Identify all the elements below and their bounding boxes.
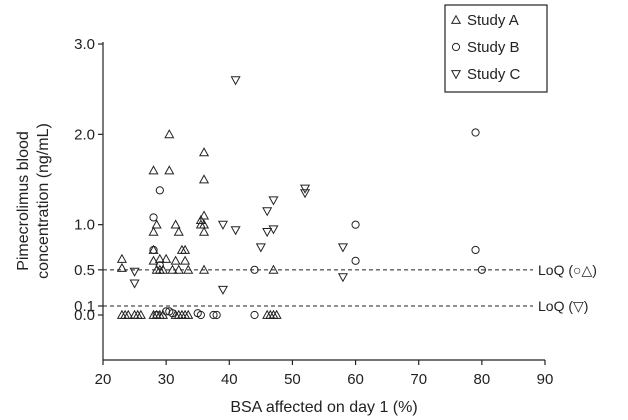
study-c-point xyxy=(300,189,311,199)
x-tick-label: 80 xyxy=(474,371,491,388)
x-tick-label: 20 xyxy=(95,371,112,388)
study-b-point xyxy=(196,310,205,320)
legend-box xyxy=(444,4,548,93)
study-a-point xyxy=(198,210,210,220)
study-a-point xyxy=(183,309,194,319)
study-c-point xyxy=(268,196,279,206)
study-c-point xyxy=(337,273,348,283)
study-a-point xyxy=(123,309,134,319)
study-a-point xyxy=(271,309,282,319)
legend-label-study-c: Study C xyxy=(467,66,521,83)
study-a-point xyxy=(183,264,194,274)
y-axis-title-line-1: Pimecrolimus blood xyxy=(15,131,32,271)
study-c-point xyxy=(230,226,241,236)
study-a-point xyxy=(154,253,165,263)
data-points xyxy=(116,76,486,320)
study-a-point xyxy=(173,226,184,236)
study-b-point xyxy=(155,261,164,270)
y-axis-title: Pimecrolimus blood concentration (ng/mL) xyxy=(15,123,52,279)
study-a-point xyxy=(198,174,210,184)
study-c-point xyxy=(217,285,229,295)
study-a-point xyxy=(170,255,181,265)
study-b-point xyxy=(152,310,161,320)
study-b-point xyxy=(351,256,360,265)
study-b-point xyxy=(351,220,360,229)
study-c-point xyxy=(337,243,348,253)
study-a-point xyxy=(148,226,159,236)
study-a-point xyxy=(157,264,169,274)
y-axis-ticks: 3.0 2.0 1.0 0.5 0.10.0 xyxy=(74,36,103,324)
study-c-point xyxy=(129,279,140,289)
x-axis-title: BSA affected on day 1 (%) xyxy=(230,399,417,416)
legend-label-study-b: Study B xyxy=(467,39,520,56)
y-tick-label: 0.0 xyxy=(74,307,95,324)
study-a-point xyxy=(170,219,181,229)
x-axis-ticks: 20 30 40 50 60 70 80 90 xyxy=(95,360,554,388)
loq-label: LoQ (▽) xyxy=(538,298,588,314)
study-c-point xyxy=(262,228,273,238)
study-a-point xyxy=(148,165,159,175)
study-b-point xyxy=(168,309,177,318)
study-b-point xyxy=(250,265,259,274)
study-a-point xyxy=(268,264,279,274)
study-b-point xyxy=(250,310,259,320)
legend-marker-study-c xyxy=(450,70,462,80)
x-tick-label: 90 xyxy=(537,371,554,388)
loq-label: LoQ (○△) xyxy=(538,262,597,278)
study-a-point xyxy=(180,255,191,265)
study-b-point xyxy=(149,245,158,255)
study-c-point xyxy=(300,184,311,194)
study-c-point xyxy=(129,267,140,277)
legend: Study A Study B Study C xyxy=(444,4,548,93)
study-a-point xyxy=(198,264,210,274)
y-axis-title-line-2: concentration (ng/mL) xyxy=(35,123,52,279)
study-c-point xyxy=(230,76,241,86)
study-b-point xyxy=(471,128,480,137)
study-a-point xyxy=(135,309,146,319)
study-c-point xyxy=(262,207,273,217)
y-tick-label: 2.0 xyxy=(74,126,95,143)
study-b-point xyxy=(149,213,158,222)
study-a-point xyxy=(173,264,184,274)
study-a-point xyxy=(198,147,210,157)
x-tick-label: 40 xyxy=(221,371,238,388)
study-b-point xyxy=(212,310,221,320)
x-tick-label: 50 xyxy=(284,371,301,388)
study-a-point xyxy=(161,253,172,263)
study-a-point xyxy=(116,253,127,263)
study-c-point xyxy=(255,243,266,253)
plot-area: 3.0 2.0 1.0 0.5 0.10.0 20 30 40 50 60 70 80 90 LoQ … xyxy=(74,36,597,388)
x-tick-label: 30 xyxy=(158,371,175,388)
study-c-point xyxy=(268,225,279,235)
study-a-point xyxy=(164,165,175,175)
study-b-point xyxy=(155,186,164,195)
study-a-point xyxy=(116,262,127,272)
y-tick-label: 3.0 xyxy=(74,36,95,53)
study-a-point xyxy=(148,255,159,265)
study-c-point xyxy=(217,220,229,230)
study-b-point xyxy=(471,245,480,255)
study-a-point xyxy=(164,129,175,139)
y-tick-label: 0.1 xyxy=(74,298,95,315)
study-b-point xyxy=(477,265,486,274)
study-b-point xyxy=(209,310,218,320)
study-a-point xyxy=(195,214,206,225)
x-tick-label: 70 xyxy=(410,371,427,388)
study-a-point xyxy=(151,219,162,229)
y-tick-label: 1.0 xyxy=(74,217,95,234)
x-tick-label: 60 xyxy=(347,371,364,388)
study-a-point xyxy=(198,226,210,236)
legend-marker-study-b xyxy=(451,42,461,52)
y-tick-label: 0.5 xyxy=(74,262,95,279)
study-a-point xyxy=(180,244,191,254)
legend-label-study-a: Study A xyxy=(467,12,519,29)
study-a-point xyxy=(167,264,178,274)
legend-marker-study-a xyxy=(450,14,462,24)
